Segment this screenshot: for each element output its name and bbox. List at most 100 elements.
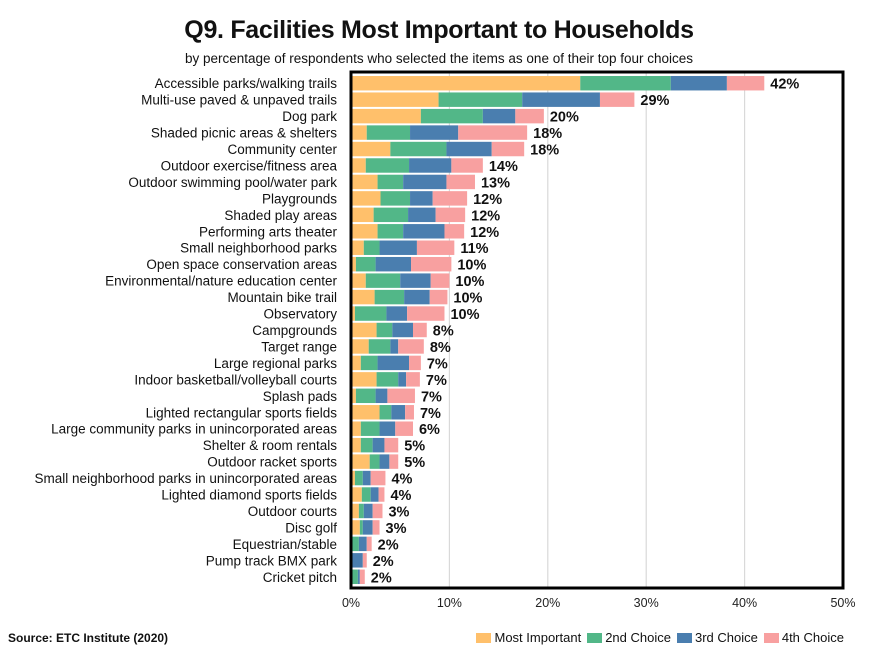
category-label: Indoor basketball/volleyball courts [134, 372, 337, 387]
category-label: Target range [261, 339, 337, 354]
value-label: 10% [450, 307, 479, 323]
bar-segment-4th-choice [726, 76, 765, 91]
category-label: Shaded picnic areas & shelters [151, 126, 337, 141]
bar-segment-most-important [351, 240, 364, 255]
bar-segment-3rd-choice [670, 76, 727, 91]
bar-segment-2nd-choice [374, 289, 405, 305]
bar-segment-3rd-choice [390, 339, 399, 354]
bar-segment-4th-choice [407, 306, 445, 321]
value-label: 2% [378, 537, 399, 553]
bar-segment-3rd-choice [482, 108, 516, 124]
bar-segment-2nd-choice [390, 141, 447, 157]
x-tick-label: 30% [634, 596, 659, 610]
category-label: Disc golf [285, 520, 337, 535]
category-label: Lighted rectangular sports fields [146, 405, 338, 420]
bar-segment-4th-choice [409, 355, 421, 371]
bar-segment-3rd-choice [379, 421, 396, 436]
bar-segment-2nd-choice [580, 76, 671, 91]
value-label: 10% [455, 274, 484, 290]
bar-segment-most-important [351, 388, 356, 404]
bar-segment-4th-choice [432, 191, 468, 206]
bar-segment-3rd-choice [379, 454, 390, 469]
bar-segment-2nd-choice [354, 470, 363, 486]
bar-segment-4th-choice [384, 437, 399, 453]
category-label: Large community parks in unincorporated … [51, 422, 337, 437]
category-label: Equestrian/stable [233, 537, 337, 552]
category-label: Outdoor racket sports [207, 455, 337, 470]
bar-segment-3rd-choice [408, 207, 436, 223]
legend-swatch [587, 632, 603, 643]
bar-segment-most-important [351, 141, 391, 157]
bar-segment-4th-choice [599, 92, 635, 107]
bar-segment-2nd-choice [438, 92, 523, 107]
value-label: 5% [404, 455, 425, 471]
bar-segment-2nd-choice [376, 372, 399, 387]
value-label: 2% [371, 570, 392, 586]
legend-item: 2nd Choice [587, 630, 671, 645]
value-label: 4% [390, 488, 411, 504]
category-label: Small neighborhood parks in unincorporat… [35, 471, 338, 486]
value-label: 12% [471, 208, 500, 224]
bar-segment-3rd-choice [358, 536, 367, 552]
value-label: 20% [550, 110, 579, 126]
bar-segment-most-important [351, 437, 361, 453]
bar-segment-4th-choice [435, 207, 466, 223]
category-label: Performing arts theater [199, 224, 338, 239]
bar-segment-most-important [351, 355, 361, 371]
legend-item: 3rd Choice [676, 630, 758, 645]
category-label: Environmental/nature education center [105, 274, 337, 289]
category-label: Small neighborhood parks [180, 241, 337, 256]
bar-segment-4th-choice [362, 553, 367, 568]
bar-segment-4th-choice [446, 174, 475, 190]
category-label: Dog park [282, 109, 337, 124]
x-tick-label: 0% [342, 596, 360, 610]
category-label: Playgrounds [262, 191, 337, 206]
bar-segment-4th-choice [515, 108, 544, 124]
bar-segment-3rd-choice [375, 388, 388, 404]
bar-segment-most-important [351, 273, 366, 288]
bar-segment-2nd-choice [365, 158, 410, 173]
category-label: Multi-use paved & unpaved trails [141, 93, 337, 108]
value-label: 4% [391, 472, 412, 488]
bar-segment-2nd-choice [360, 355, 378, 371]
bar-segment-2nd-choice [380, 191, 411, 206]
category-label: Community center [227, 142, 337, 157]
bar-segment-3rd-choice [392, 322, 413, 338]
bar-segment-most-important [351, 454, 370, 469]
bar-segment-most-important [351, 520, 360, 535]
bar-segment-3rd-choice [403, 224, 445, 239]
category-label: Outdoor courts [248, 504, 338, 519]
bar-segment-2nd-choice [379, 405, 392, 420]
bar-segment-2nd-choice [359, 520, 363, 535]
legend-item: 4th Choice [763, 630, 844, 645]
value-label: 14% [489, 159, 518, 175]
bar-segment-4th-choice [458, 125, 528, 140]
bar-segment-4th-choice [412, 322, 427, 338]
bar-segment-3rd-choice [403, 174, 447, 190]
bar-segment-2nd-choice [365, 273, 401, 288]
bar-segment-3rd-choice [404, 289, 430, 305]
category-labels: Accessible parks/walking trails Multi-use… [35, 76, 338, 585]
bar-segment-most-important [351, 174, 378, 190]
bar-segment-3rd-choice [379, 240, 417, 255]
legend-label: 4th Choice [781, 630, 844, 645]
value-label: 6% [419, 422, 440, 438]
category-label: Outdoor exercise/fitness area [161, 158, 338, 173]
bar-segment-2nd-choice [361, 487, 371, 502]
legend-swatch [763, 632, 779, 643]
value-label: 3% [388, 504, 409, 520]
legend-item: Most Important [476, 630, 581, 645]
bar-segment-most-important [351, 306, 355, 321]
category-label: Campgrounds [252, 323, 337, 338]
bar-segment-most-important [351, 487, 362, 502]
bar-segment-4th-choice [370, 470, 386, 486]
bar-segment-4th-choice [444, 224, 465, 239]
source-note: Source: ETC Institute (2020) [8, 631, 169, 645]
bar-segment-most-important [351, 125, 367, 140]
bar-segment-3rd-choice [370, 487, 379, 502]
bar-segment-3rd-choice [372, 437, 385, 453]
bar-segment-most-important [351, 503, 359, 519]
bar-segment-3rd-choice [446, 141, 492, 157]
category-label: Mountain bike trail [227, 290, 337, 305]
